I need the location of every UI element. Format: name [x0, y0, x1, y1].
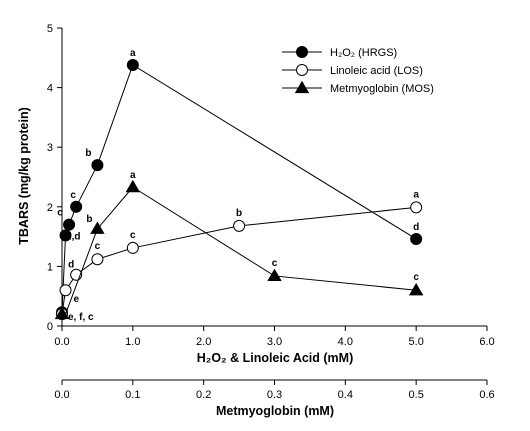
- point-label-hrgs: a: [130, 48, 136, 59]
- y-tick-label: 0: [47, 321, 53, 333]
- y-tick-label: 4: [47, 83, 53, 95]
- axes: 0 1 2 3 4 5 0.0 1.0 2.0 3.0 4.0 5.0 6.0 0.0 0.1 0.2 0.3 0…: [47, 23, 495, 401]
- y-tick-label: 2: [47, 202, 53, 214]
- point-label-mos: e, f, c: [68, 312, 94, 323]
- data-point-hrgs: [70, 200, 83, 213]
- data-point-mos: [125, 179, 141, 193]
- series-line-hrgs: [61, 64, 417, 313]
- data-point-los: [126, 241, 139, 254]
- x2-tick-label: 0.0: [54, 389, 69, 401]
- y-tick-label: 1: [47, 261, 53, 273]
- data-point-hrgs: [63, 218, 76, 231]
- y-axis-title: TBARS (mg/kg protein): [17, 107, 31, 245]
- point-label-hrgs: c: [70, 190, 76, 201]
- data-point-los: [410, 201, 423, 214]
- series-layer: [54, 58, 424, 321]
- data-point-mos: [267, 268, 282, 282]
- data-point-hrgs: [59, 229, 72, 242]
- point-label-hrgs: c: [57, 208, 63, 219]
- series-los: [56, 201, 423, 321]
- point-label-los: d: [68, 260, 74, 271]
- point-label-mos: b: [86, 214, 92, 225]
- legend-label-mos: Metmyoglobin (MOS): [330, 83, 434, 95]
- data-point-los: [59, 284, 72, 297]
- legend-marker-mos: [294, 80, 310, 94]
- point-label-los: b: [236, 208, 242, 219]
- x2-tick-label: 0.6: [479, 389, 494, 401]
- legend-marker-hrgs: [296, 46, 308, 58]
- y-tick-label: 5: [47, 23, 53, 35]
- legend: H₂O₂ (HRGS) Linoleic acid (LOS) Metmyoglob…: [282, 46, 434, 95]
- data-point-hrgs: [126, 58, 139, 71]
- x-tick-label: 5.0: [409, 336, 424, 348]
- x-tick-label: 2.0: [196, 336, 211, 348]
- point-label-los: c: [130, 230, 136, 241]
- data-point-los: [233, 219, 246, 232]
- data-point-mos: [408, 282, 424, 296]
- x2-tick-label: 0.3: [267, 389, 282, 401]
- point-label-mos: c: [413, 272, 419, 283]
- data-point-mos: [90, 221, 105, 234]
- point-label-hrgs: d,d: [66, 231, 81, 242]
- point-label-los: a: [413, 189, 419, 200]
- x2-tick-label: 0.1: [125, 389, 140, 401]
- x2-tick-label: 0.2: [196, 389, 211, 401]
- point-label-los: c: [95, 241, 101, 252]
- point-label-mos: a: [130, 170, 136, 181]
- point-label-los: e: [74, 294, 80, 305]
- x-tick-label: 4.0: [338, 336, 353, 348]
- point-label-hrgs: b: [85, 148, 91, 159]
- series-mos: [54, 179, 424, 320]
- data-point-hrgs: [91, 159, 104, 172]
- y-tick-label: 3: [47, 142, 53, 154]
- x2-tick-label: 0.5: [409, 389, 424, 401]
- x-axis-title: H₂O₂ & Linoleic Acid (mM): [197, 351, 353, 365]
- data-point-mos: [54, 306, 70, 320]
- data-point-los: [91, 253, 104, 266]
- x2-tick-label: 0.4: [338, 389, 353, 401]
- legend-label-los: Linoleic acid (LOS): [330, 65, 423, 77]
- legend-marker-los: [296, 64, 308, 76]
- data-point-hrgs: [410, 232, 423, 245]
- point-label-hrgs: d: [413, 222, 419, 233]
- x-tick-label: 0.0: [54, 336, 69, 348]
- legend-label-hrgs: H₂O₂ (HRGS): [330, 47, 397, 59]
- x-tick-label: 6.0: [479, 336, 494, 348]
- x-tick-label: 1.0: [125, 336, 140, 348]
- point-label-mos: c: [272, 258, 278, 269]
- x2-axis-title: Metmyoglobin (mM): [216, 404, 334, 418]
- x-tick-label: 3.0: [267, 336, 282, 348]
- series-hrgs: [56, 58, 423, 319]
